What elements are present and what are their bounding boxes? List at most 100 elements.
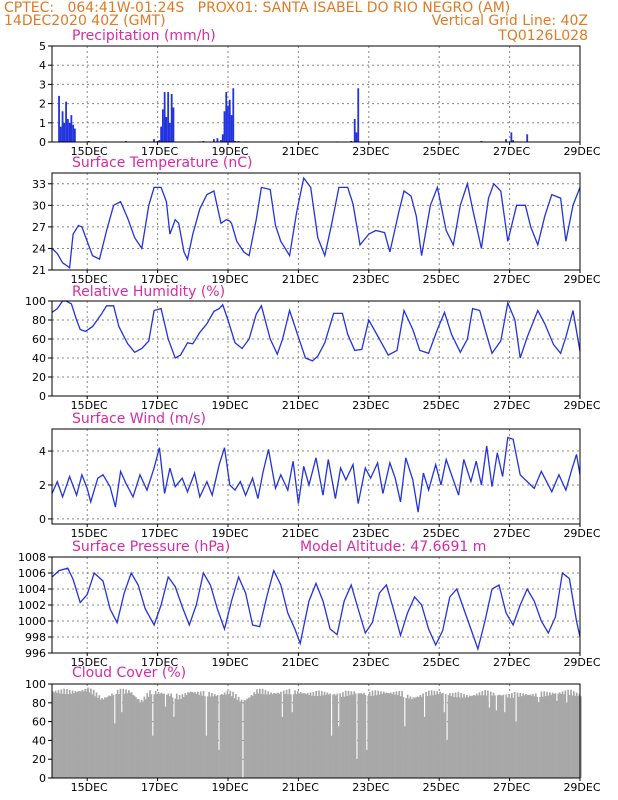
cloud-bar	[154, 690, 157, 778]
precip-bar	[63, 122, 66, 142]
rh-xtick-label: 25DEC	[423, 399, 460, 412]
cloud-bar	[85, 691, 88, 778]
wind-xtick-label: 19DEC	[211, 527, 248, 540]
cloud-bar	[580, 696, 582, 778]
precip-bar	[526, 134, 529, 142]
precip-bar	[70, 115, 73, 142]
cloud-bar	[288, 688, 291, 778]
precip-ytick-label: 1	[39, 117, 46, 130]
cloud-bar	[461, 697, 464, 778]
cloud-bar	[112, 695, 115, 778]
pressure-xtick-label: 27DEC	[493, 656, 530, 669]
cloud-bar	[106, 696, 109, 778]
cloud-bar	[513, 691, 516, 778]
cloud-bar	[226, 691, 229, 778]
temp-series-line	[51, 176, 581, 270]
precip-xtick-label: 27DEC	[493, 145, 530, 158]
cloud-bar	[511, 693, 513, 778]
precip-bar	[505, 139, 507, 142]
cloud-bar	[289, 694, 292, 778]
cloud-bar	[560, 693, 562, 778]
cloud-bar	[140, 699, 143, 778]
cloud-bar	[389, 692, 392, 778]
cloud-bar	[384, 693, 386, 778]
precip-bar	[355, 132, 358, 142]
rh-xtick-label: 29DEC	[563, 399, 600, 412]
cloud-bar	[147, 696, 150, 778]
cloud-bar	[129, 692, 132, 778]
header-station: CPTEC: 064:41W-01:24S PROX01: SANTA ISAB…	[4, 0, 511, 16]
cloud-bar	[543, 691, 546, 778]
cloud-bar	[349, 695, 351, 778]
header-model-code: TQ0126L028	[498, 28, 588, 44]
cloud-ytick-label: 100	[25, 678, 46, 691]
cloud-bar	[444, 694, 447, 778]
cloud-bar	[246, 698, 249, 778]
cloud-bar	[142, 701, 144, 778]
cloud-bar	[295, 693, 298, 778]
cloud-bar	[170, 693, 172, 778]
cloud-bar	[442, 692, 444, 778]
cloud-bar	[451, 692, 454, 778]
cloud-bar	[161, 693, 164, 778]
cloud-bar	[330, 735, 333, 778]
rh-frame	[51, 300, 581, 397]
cloud-ytick-label: 40	[32, 734, 46, 747]
cloud-bar	[296, 691, 299, 778]
wind-title: Surface Wind (m/s)	[72, 411, 206, 427]
cloud-bar	[122, 688, 125, 778]
rh-ytick-label: 80	[32, 314, 46, 327]
cloud-bar	[544, 696, 547, 778]
cloud-bar	[149, 690, 151, 778]
temp-ytick-label: 21	[32, 264, 46, 277]
precip-xtick-label: 21DEC	[282, 145, 319, 158]
cloud-bar	[168, 696, 171, 778]
cloud-bar	[159, 693, 161, 778]
pressure-xtick-label: 15DEC	[71, 656, 108, 669]
cloud-bar	[361, 694, 364, 778]
cloud-bar	[318, 690, 320, 778]
cloud-bar	[130, 692, 133, 778]
pressure-ytick-label: 1004	[18, 583, 46, 596]
cloud-bar	[144, 699, 147, 778]
cloud-bar	[460, 692, 463, 778]
cloud-bar	[567, 689, 570, 778]
cloud-bar	[146, 693, 149, 778]
pressure-ytick-label: 1006	[18, 567, 46, 580]
cloud-bar	[468, 695, 471, 778]
cloud-bar	[111, 693, 113, 778]
cloud-bar	[287, 694, 289, 778]
cloud-bar	[264, 690, 267, 778]
cloud-bar	[77, 691, 80, 778]
cloud-bar	[281, 716, 284, 778]
precip-bar	[169, 122, 171, 142]
cloud-bar	[422, 693, 425, 778]
cloud-bar	[202, 691, 205, 778]
rh-title: Relative Humidity (%)	[72, 284, 226, 300]
cloud-bar	[434, 694, 437, 778]
cloud-bar	[429, 695, 432, 778]
cloud-bar	[204, 696, 206, 778]
cloud-bar	[73, 693, 75, 778]
cloud-bar	[526, 694, 529, 778]
precip-ytick-label: 0	[39, 136, 46, 149]
cloud-bar	[357, 693, 360, 778]
cloud-bar	[561, 691, 564, 778]
cloud-bar	[322, 695, 325, 778]
cloud-bar	[347, 690, 350, 778]
cloud-bar	[534, 693, 537, 778]
cloud-bar	[212, 696, 215, 778]
cloud-bar	[482, 695, 485, 778]
cloud-bar	[312, 692, 315, 778]
cloud-bar	[365, 749, 368, 778]
cloud-bar	[92, 689, 95, 778]
precip-ytick-label: 2	[39, 98, 46, 111]
cloud-bar	[52, 691, 54, 778]
cloud-bar	[201, 695, 203, 778]
cloud-bar	[237, 696, 240, 778]
cloud-bar	[540, 691, 543, 778]
cloud-bar	[70, 693, 73, 778]
cloud-bar	[356, 759, 358, 778]
cloud-bar	[368, 691, 371, 778]
cloud-bar	[440, 693, 443, 778]
